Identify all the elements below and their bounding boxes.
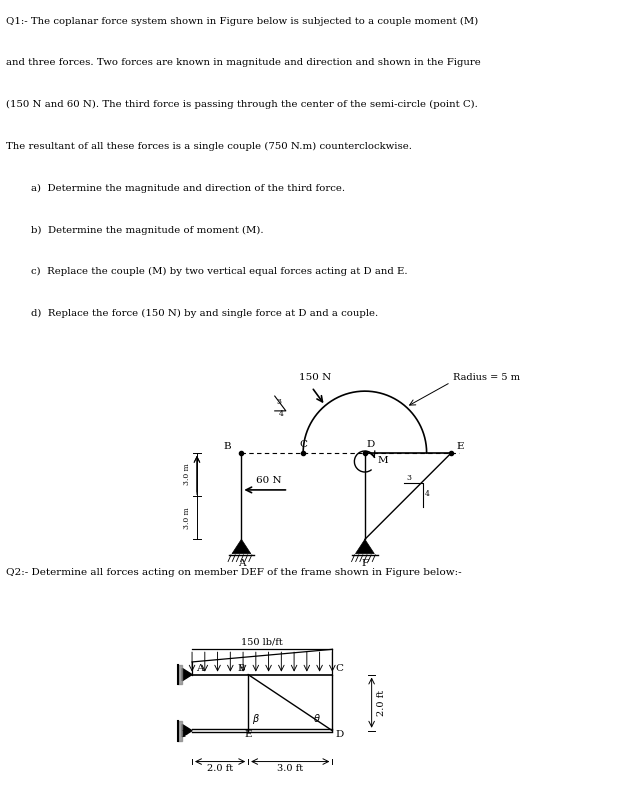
Text: d)  Replace the force (150 N) by and single force at D and a couple.: d) Replace the force (150 N) by and sing… [31,309,379,318]
Text: E: E [456,442,464,451]
Text: Radius = 5 m: Radius = 5 m [453,373,520,382]
Text: (150 N and 60 N). The third force is passing through the center of the semi-circ: (150 N and 60 N). The third force is pas… [6,100,478,110]
Text: 150 lb/ft: 150 lb/ft [241,638,283,646]
Text: $\beta$: $\beta$ [252,712,259,726]
Text: 2.0 ft: 2.0 ft [377,690,386,716]
Polygon shape [182,725,192,737]
Text: The resultant of all these forces is a single couple (750 N.m) counterclockwise.: The resultant of all these forces is a s… [6,142,412,151]
Text: 4: 4 [425,490,430,498]
Text: Q1:- The coplanar force system shown in Figure below is subjected to a couple mo: Q1:- The coplanar force system shown in … [6,17,478,26]
Text: 150 N: 150 N [299,373,331,382]
Text: c)  Replace the couple (M) by two vertical equal forces acting at D and E.: c) Replace the couple (M) by two vertica… [31,267,408,276]
Polygon shape [182,668,192,681]
Text: F: F [182,730,189,739]
Text: C: C [299,441,307,450]
Text: 60 N: 60 N [256,476,282,485]
Text: Q2:- Determine all forces acting on member DEF of the frame shown in Figure belo: Q2:- Determine all forces acting on memb… [6,568,462,577]
Text: 4: 4 [279,410,284,418]
Text: E: E [244,730,252,739]
Text: b)  Determine the magnitude of moment (M).: b) Determine the magnitude of moment (M)… [31,226,264,234]
Text: A: A [238,559,245,569]
Text: 3: 3 [276,398,281,406]
Text: B: B [224,442,232,451]
Text: D: D [366,440,374,449]
Polygon shape [232,539,251,554]
Text: 2.0 ft: 2.0 ft [207,763,233,773]
Text: B: B [238,664,245,673]
Text: 3.0 ft: 3.0 ft [277,763,304,773]
Polygon shape [355,539,374,554]
Text: C: C [336,664,344,673]
Text: 3.0 m: 3.0 m [183,507,191,529]
Text: A: A [196,664,204,673]
Text: 3.0 m: 3.0 m [183,464,191,486]
Text: $\theta$: $\theta$ [313,712,321,724]
Text: 3: 3 [406,474,411,482]
Text: F: F [362,559,369,569]
Text: M: M [377,456,388,465]
Text: a)  Determine the magnitude and direction of the third force.: a) Determine the magnitude and direction… [31,184,345,193]
Text: and three forces. Two forces are known in magnitude and direction and shown in t: and three forces. Two forces are known i… [6,58,481,67]
Text: D: D [336,730,344,739]
